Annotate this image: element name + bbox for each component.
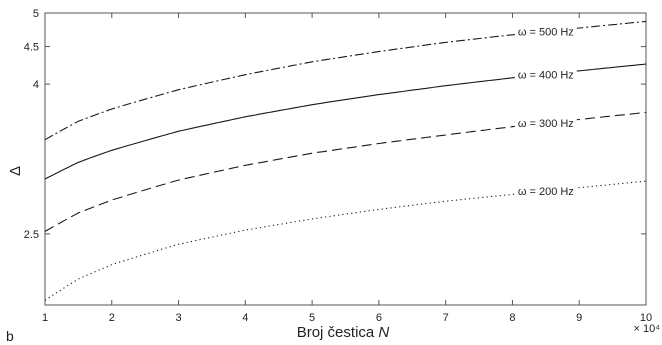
series-label: ω = 200 Hz	[518, 186, 574, 198]
x-tick-label: 7	[443, 312, 449, 324]
x-tick-labels: 1 2 3 4 5 6 7 8 9 10	[42, 312, 652, 324]
y-tick-label: 2.5	[24, 229, 39, 241]
y-tick-labels: 2.5 4 4.5 5	[24, 8, 39, 241]
x-tick-label: 5	[309, 312, 315, 324]
panel-label: b	[6, 328, 14, 344]
series-label-background	[514, 117, 577, 132]
y-tick-label: 4.5	[24, 42, 39, 54]
series-label-background	[514, 25, 577, 40]
y-axis-title: Δ	[7, 166, 24, 176]
y-tick-label: 4	[33, 79, 39, 91]
series-label-background	[514, 68, 577, 83]
series-label-background	[514, 185, 577, 200]
series-labels: ω = 500 Hz ω = 400 Hz ω = 300 Hz ω = 200 Hz	[514, 25, 577, 200]
x-axis-multiplier: × 10⁴	[634, 323, 661, 335]
series-line	[44, 180, 647, 301]
x-tick-label: 9	[576, 312, 582, 324]
x-tick-label: 2	[109, 312, 115, 324]
series-label: ω = 300 Hz	[518, 118, 574, 130]
x-tick-label: 6	[376, 312, 382, 324]
series-label: ω = 400 Hz	[518, 69, 574, 81]
y-tick-label: 5	[33, 8, 39, 20]
series-label: ω = 500 Hz	[518, 26, 574, 38]
x-tick-label: 8	[509, 312, 515, 324]
series-lines	[44, 20, 647, 301]
x-axis-title-text: Broj čestica	[297, 324, 379, 341]
axis-ticks	[44, 12, 647, 305]
plot-frame	[44, 12, 647, 306]
x-tick-label: 4	[242, 312, 248, 324]
x-axis-title-variable: N	[378, 324, 389, 341]
x-tick-label: 10	[640, 312, 652, 324]
x-tick-label: 3	[175, 312, 181, 324]
x-axis-title: Broj čestica N	[297, 324, 390, 341]
x-tick-label: 1	[42, 312, 48, 324]
